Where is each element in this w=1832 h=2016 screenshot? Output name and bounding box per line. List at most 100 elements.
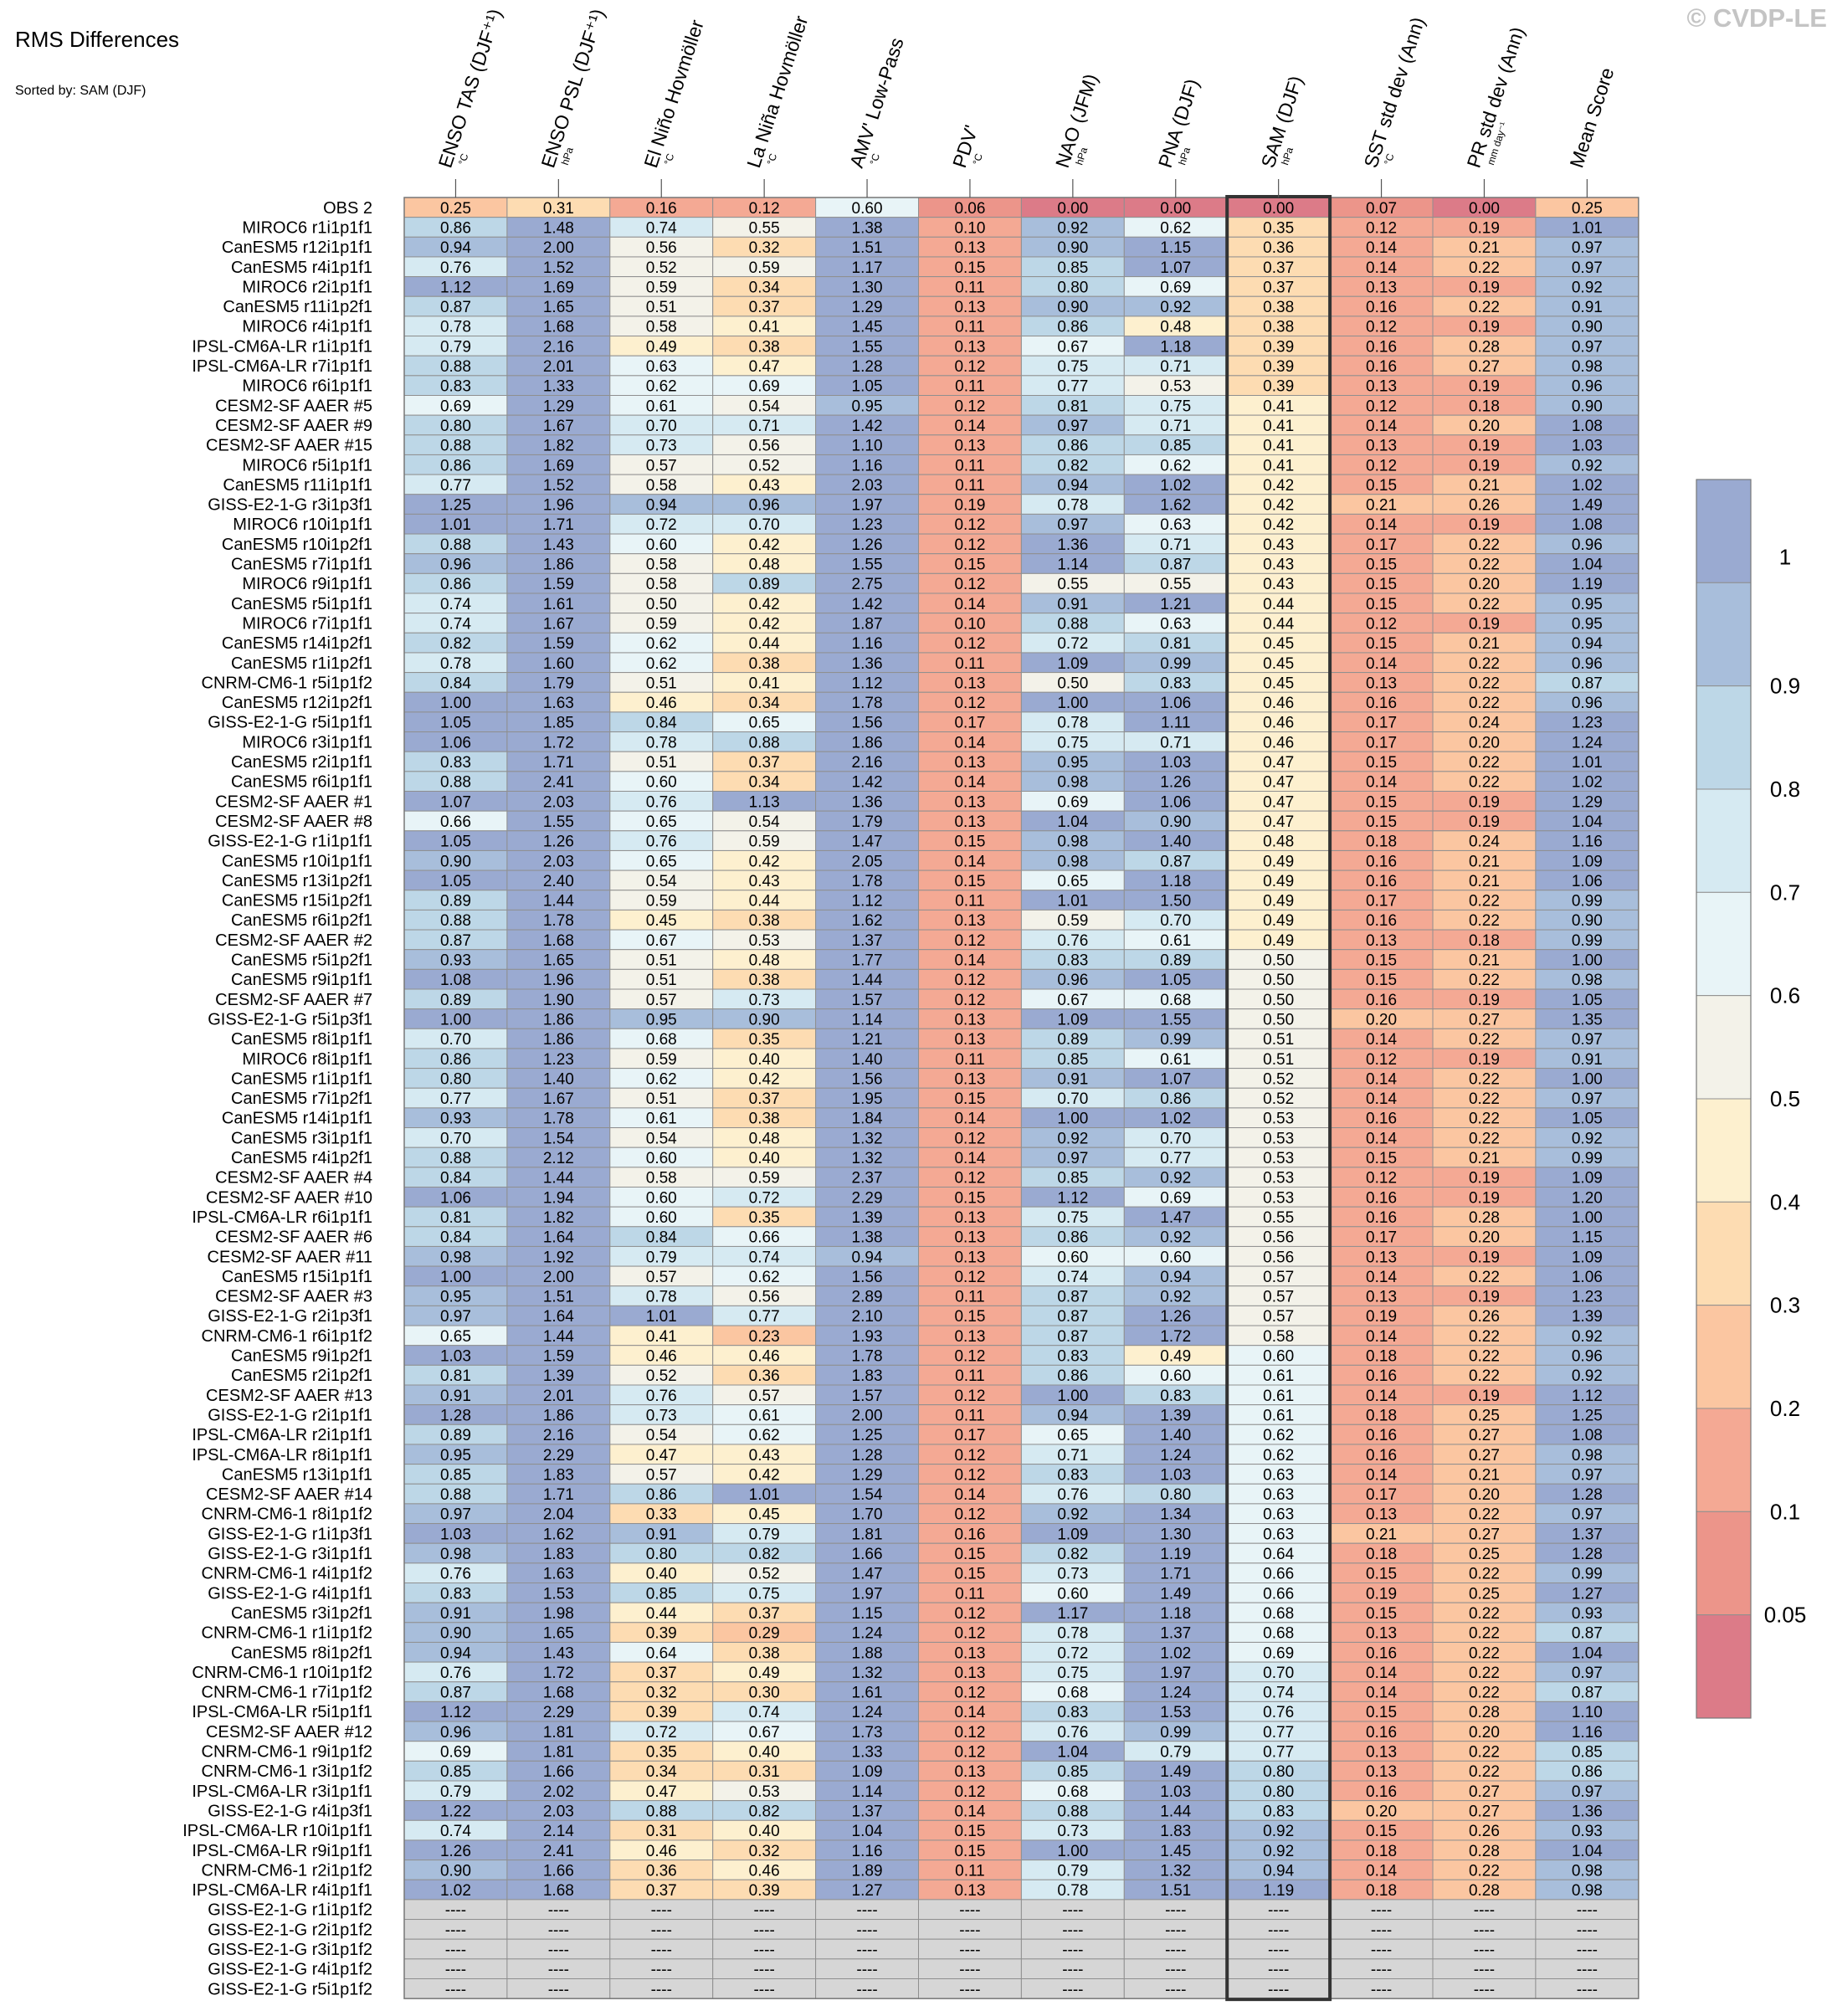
cell-value: 0.76 xyxy=(440,1566,471,1583)
cell-value: 0.71 xyxy=(1057,1447,1088,1465)
cell-value: 0.22 xyxy=(1469,299,1500,316)
cell-value: 0.21 xyxy=(1469,477,1500,495)
cell-value: 1.44 xyxy=(1160,1803,1191,1820)
cell-value: 0.60 xyxy=(646,536,677,554)
cell-value: 0.13 xyxy=(954,1763,985,1781)
cell-value: ---- xyxy=(1577,1962,1598,1979)
cell-value: 0.13 xyxy=(954,1249,985,1266)
cell-value: 0.60 xyxy=(646,1189,677,1207)
cell-value: 0.53 xyxy=(1263,1150,1294,1167)
cell-value: 0.15 xyxy=(954,1189,985,1207)
cell-value: 0.13 xyxy=(954,754,985,772)
cell-value: 0.22 xyxy=(1469,1090,1500,1108)
cell-value: 0.12 xyxy=(954,695,985,712)
cell-value: 1.09 xyxy=(1057,655,1088,673)
cell-value: 1.26 xyxy=(1160,774,1191,792)
cell-value: 0.97 xyxy=(1572,239,1603,257)
cell-value: 0.42 xyxy=(1263,497,1294,515)
cell-value: 0.36 xyxy=(749,1367,780,1385)
cell-value: 0.99 xyxy=(1160,1031,1191,1049)
cell-value: 0.88 xyxy=(1057,1803,1088,1820)
cell-value: 2.12 xyxy=(543,1150,574,1167)
row-label: CNRM-CM6-1 r10i1p1f2 xyxy=(192,1664,372,1682)
cell-value: 0.94 xyxy=(1057,477,1088,495)
cell-value: 0.85 xyxy=(1057,1051,1088,1069)
row-label: GISS-E2-1-G r3i1p1f2 xyxy=(208,1941,372,1959)
cell-value: 1.30 xyxy=(1160,1526,1191,1543)
cell-value: 0.15 xyxy=(954,1566,985,1583)
cell-value: ---- xyxy=(856,1942,877,1959)
cell-value: 0.22 xyxy=(1469,1070,1500,1088)
cell-value: 0.32 xyxy=(749,1843,780,1860)
cell-value: 0.77 xyxy=(749,1308,780,1326)
cell-value: 1.78 xyxy=(852,873,883,890)
cell-value: 1.05 xyxy=(440,873,471,890)
cell-value: 0.14 xyxy=(954,1486,985,1504)
cell-value: 1.37 xyxy=(852,932,883,950)
cell-value: 0.79 xyxy=(1057,1862,1088,1880)
cell-value: 0.18 xyxy=(1366,1546,1397,1563)
cell-value: ---- xyxy=(1268,1981,1289,1998)
cell-value: 1.62 xyxy=(1160,497,1191,515)
cell-value: 0.52 xyxy=(749,1566,780,1583)
cell-value: 0.22 xyxy=(1469,1625,1500,1643)
cell-value: 0.39 xyxy=(646,1704,677,1721)
cell-value: 1.14 xyxy=(852,1783,883,1801)
cell-value: 0.27 xyxy=(1469,1783,1500,1801)
cell-value: 0.12 xyxy=(954,1388,985,1405)
cell-value: 1.05 xyxy=(852,378,883,396)
cell-value: ---- xyxy=(651,1902,672,1920)
cell-value: 2.00 xyxy=(543,1269,574,1286)
cell-value: 0.12 xyxy=(1366,398,1397,415)
cell-value: 1.02 xyxy=(1572,774,1603,792)
cell-value: 0.60 xyxy=(1057,1585,1088,1603)
row-label: CanESM5 r9i1p1f1 xyxy=(231,971,372,989)
cell-value: 1.28 xyxy=(1572,1546,1603,1563)
cell-value: 0.86 xyxy=(646,1486,677,1504)
cell-value: 0.83 xyxy=(1160,1388,1191,1405)
cell-value: 0.42 xyxy=(749,1070,780,1088)
cell-value: 0.81 xyxy=(440,1367,471,1385)
cell-value: 0.17 xyxy=(1366,536,1397,554)
cell-value: 0.11 xyxy=(955,1585,985,1603)
colorbar-segment xyxy=(1696,479,1752,583)
cell-value: 0.22 xyxy=(1469,1031,1500,1049)
cell-value: 1.49 xyxy=(1160,1763,1191,1781)
cell-value: 1.28 xyxy=(440,1407,471,1424)
cell-value: 0.14 xyxy=(1366,1269,1397,1286)
row-label: CanESM5 r7i1p1f1 xyxy=(231,556,372,574)
cell-value: 0.29 xyxy=(749,1625,780,1643)
cell-value: 0.61 xyxy=(1160,932,1191,950)
cell-value: 0.86 xyxy=(1057,1367,1088,1385)
cell-value: 0.77 xyxy=(1160,1150,1191,1167)
cell-value: 0.17 xyxy=(1366,893,1397,911)
cell-value: 0.16 xyxy=(1366,1644,1397,1662)
cell-value: 0.19 xyxy=(1469,1249,1500,1266)
cell-value: 0.00 xyxy=(1160,200,1191,218)
cell-value: 1.00 xyxy=(1057,1843,1088,1860)
row-label: CanESM5 r13i1p1f1 xyxy=(222,1465,372,1484)
cell-value: 0.38 xyxy=(749,655,780,673)
cell-value: 0.88 xyxy=(440,358,471,376)
cell-value: 0.86 xyxy=(1057,319,1088,336)
cell-value: 1.78 xyxy=(543,912,574,930)
cell-value: 0.13 xyxy=(1366,1625,1397,1643)
cell-value: 0.76 xyxy=(646,834,677,851)
cell-value: 0.67 xyxy=(646,932,677,950)
cell-value: 2.14 xyxy=(543,1823,574,1840)
cell-value: 0.12 xyxy=(749,200,780,218)
cell-value: 0.80 xyxy=(1263,1763,1294,1781)
cell-value: 0.15 xyxy=(954,1090,985,1108)
cell-value: 0.54 xyxy=(646,873,677,890)
cell-value: 0.71 xyxy=(1160,418,1191,435)
cell-value: 0.67 xyxy=(1057,992,1088,1009)
row-label: CESM2-SF AAER #1 xyxy=(215,793,372,811)
cell-value: 0.32 xyxy=(646,1685,677,1702)
cell-value: 0.37 xyxy=(646,1882,677,1900)
cell-value: 0.21 xyxy=(1366,497,1397,515)
cell-value: 0.12 xyxy=(1366,219,1397,237)
cell-value: 0.83 xyxy=(1263,1803,1294,1820)
cell-value: 1.27 xyxy=(852,1882,883,1900)
cell-value: 0.22 xyxy=(1469,1605,1500,1623)
cell-value: 1.04 xyxy=(1572,1843,1603,1860)
